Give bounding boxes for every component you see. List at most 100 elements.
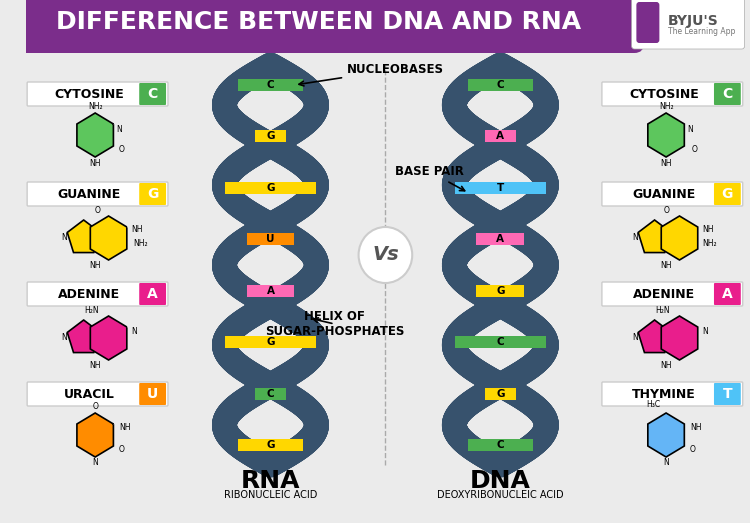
Text: NH: NH <box>89 159 101 168</box>
Text: NH: NH <box>660 361 672 370</box>
Text: N: N <box>632 334 638 343</box>
Polygon shape <box>90 216 127 260</box>
Text: O: O <box>663 206 669 215</box>
FancyBboxPatch shape <box>602 182 742 206</box>
Text: H₂N: H₂N <box>84 306 99 315</box>
Text: O: O <box>692 144 698 153</box>
Text: N: N <box>687 124 693 133</box>
Text: A: A <box>722 287 733 301</box>
Bar <box>485 388 516 400</box>
Polygon shape <box>638 220 671 253</box>
Polygon shape <box>77 413 113 457</box>
Text: C: C <box>496 440 504 450</box>
Text: NH: NH <box>131 225 143 234</box>
Text: C: C <box>148 87 158 101</box>
FancyBboxPatch shape <box>602 282 742 306</box>
Text: The Learning App: The Learning App <box>668 28 735 37</box>
Text: ADENINE: ADENINE <box>633 288 695 301</box>
Text: RIBONUCLEIC ACID: RIBONUCLEIC ACID <box>224 490 317 500</box>
Text: CYTOSINE: CYTOSINE <box>629 87 699 100</box>
Text: T: T <box>496 183 504 193</box>
Text: O: O <box>690 445 696 453</box>
Text: DIFFERENCE BETWEEN DNA AND RNA: DIFFERENCE BETWEEN DNA AND RNA <box>56 10 581 34</box>
Text: N: N <box>632 233 638 243</box>
Text: A: A <box>496 131 504 141</box>
Bar <box>485 130 516 142</box>
Bar <box>468 439 533 451</box>
Text: N: N <box>663 458 669 467</box>
Text: DEOXYRIBONUCLEIC ACID: DEOXYRIBONUCLEIC ACID <box>437 490 564 500</box>
FancyBboxPatch shape <box>140 83 166 105</box>
Text: N: N <box>131 326 137 335</box>
Bar <box>255 388 286 400</box>
Bar <box>255 130 286 142</box>
Text: N: N <box>92 458 98 467</box>
Text: G: G <box>266 183 274 193</box>
Text: N: N <box>703 326 708 335</box>
Text: NUCLEOBASES: NUCLEOBASES <box>299 63 444 86</box>
Text: NH₂: NH₂ <box>88 102 103 111</box>
Text: URACIL: URACIL <box>64 388 115 401</box>
FancyBboxPatch shape <box>27 182 168 206</box>
Text: RNA: RNA <box>241 469 300 493</box>
Text: GUANINE: GUANINE <box>58 188 121 200</box>
Text: C: C <box>496 80 504 90</box>
Text: G: G <box>496 286 505 295</box>
Text: NH: NH <box>703 225 714 234</box>
Text: NH: NH <box>119 424 130 433</box>
Text: O: O <box>92 402 98 411</box>
Bar <box>247 233 295 245</box>
Text: THYMINE: THYMINE <box>632 388 696 401</box>
Text: G: G <box>147 187 158 201</box>
Bar <box>454 336 546 348</box>
Text: NH: NH <box>89 361 101 370</box>
Text: NH: NH <box>690 424 701 433</box>
Bar <box>476 285 524 297</box>
Text: G: G <box>496 389 505 399</box>
Text: BASE PAIR: BASE PAIR <box>395 165 465 191</box>
Text: N: N <box>62 233 68 243</box>
Text: U: U <box>266 234 274 244</box>
FancyBboxPatch shape <box>140 383 166 405</box>
Polygon shape <box>77 113 113 157</box>
Text: NH: NH <box>660 159 672 168</box>
Bar <box>247 285 295 297</box>
Text: A: A <box>496 234 504 244</box>
Text: NH₂: NH₂ <box>703 240 717 248</box>
Text: C: C <box>267 80 274 90</box>
Text: CYTOSINE: CYTOSINE <box>54 87 124 100</box>
Text: C: C <box>267 389 274 399</box>
Text: H₂N: H₂N <box>655 306 670 315</box>
Text: N: N <box>116 124 122 133</box>
Text: H₃C: H₃C <box>646 400 661 409</box>
Text: T: T <box>722 387 732 401</box>
FancyBboxPatch shape <box>714 383 741 405</box>
Bar <box>225 336 316 348</box>
Polygon shape <box>648 113 684 157</box>
Text: GUANINE: GUANINE <box>632 188 695 200</box>
Text: O: O <box>95 206 101 215</box>
Bar <box>468 79 533 91</box>
Text: HELIX OF
SUGAR-PHOSPHATES: HELIX OF SUGAR-PHOSPHATES <box>265 310 404 338</box>
Text: O: O <box>119 445 125 453</box>
Text: C: C <box>496 337 504 347</box>
Text: G: G <box>266 131 274 141</box>
Polygon shape <box>68 220 100 253</box>
FancyBboxPatch shape <box>637 2 659 43</box>
Circle shape <box>358 227 413 283</box>
Text: NH₂: NH₂ <box>658 102 674 111</box>
Text: G: G <box>266 337 274 347</box>
Text: G: G <box>722 187 733 201</box>
Text: A: A <box>266 286 274 295</box>
Text: NH₂: NH₂ <box>134 240 148 248</box>
Text: O: O <box>119 144 125 153</box>
Polygon shape <box>638 320 671 353</box>
Polygon shape <box>662 316 698 360</box>
Text: A: A <box>147 287 158 301</box>
Bar <box>476 233 524 245</box>
Text: G: G <box>266 440 274 450</box>
FancyBboxPatch shape <box>714 283 741 305</box>
Text: Vs: Vs <box>372 245 399 265</box>
Bar <box>454 182 546 194</box>
Polygon shape <box>662 216 698 260</box>
